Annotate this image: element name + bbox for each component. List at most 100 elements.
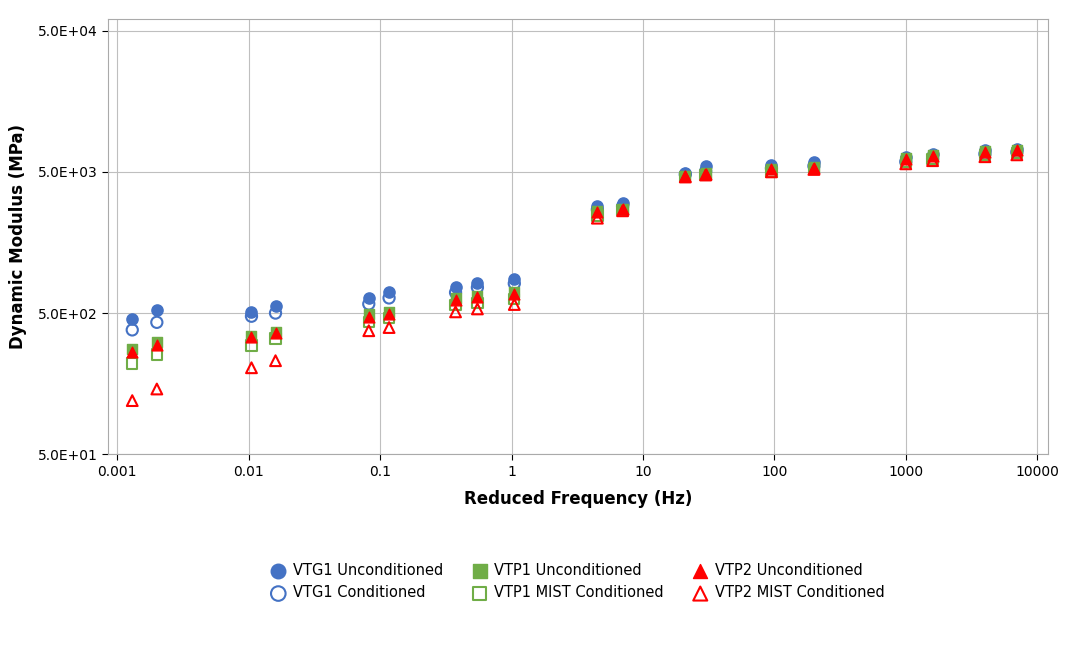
VTP1 MIST Conditioned: [762, 167, 780, 177]
VTP2 Unconditioned: [806, 162, 823, 173]
VTG1 Unconditioned: [380, 288, 397, 298]
VTG1 Unconditioned: [469, 278, 486, 289]
VTP1 MIST Conditioned: [148, 349, 165, 360]
Legend: VTG1 Unconditioned, VTG1 Conditioned, VTP1 Unconditioned, VTP1 MIST Conditioned,: VTG1 Unconditioned, VTG1 Conditioned, VT…: [266, 557, 890, 606]
VTP2 MIST Conditioned: [243, 363, 260, 373]
VTP2 MIST Conditioned: [897, 158, 915, 169]
VTP2 Unconditioned: [924, 151, 942, 161]
VTP1 MIST Conditioned: [380, 313, 397, 323]
VTG1 Unconditioned: [697, 161, 714, 171]
VTP2 Unconditioned: [897, 153, 915, 164]
VTP2 MIST Conditioned: [976, 151, 994, 162]
VTG1 Conditioned: [267, 308, 284, 318]
VTG1 Conditioned: [123, 324, 140, 335]
VTP2 Unconditioned: [123, 347, 140, 357]
VTP2 MIST Conditioned: [123, 395, 140, 406]
VTP1 MIST Conditioned: [447, 300, 464, 310]
VTP2 Unconditioned: [469, 292, 486, 302]
VTG1 Conditioned: [677, 169, 694, 180]
VTP2 Unconditioned: [589, 207, 606, 217]
VTG1 Unconditioned: [505, 274, 523, 284]
VTG1 Unconditioned: [589, 201, 606, 212]
VTP2 Unconditioned: [1009, 145, 1026, 156]
VTP1 Unconditioned: [469, 290, 486, 300]
VTP1 MIST Conditioned: [976, 150, 994, 160]
VTG1 Conditioned: [976, 149, 994, 159]
VTP1 Unconditioned: [897, 153, 915, 163]
VTP2 MIST Conditioned: [267, 356, 284, 366]
VTG1 Unconditioned: [613, 198, 631, 208]
VTP1 MIST Conditioned: [469, 298, 486, 308]
VTP2 Unconditioned: [677, 171, 694, 181]
VTP2 Unconditioned: [762, 164, 780, 175]
VTP2 MIST Conditioned: [447, 307, 464, 317]
VTP2 MIST Conditioned: [924, 156, 942, 166]
VTP1 Unconditioned: [589, 206, 606, 216]
VTP1 MIST Conditioned: [360, 317, 377, 328]
VTG1 Conditioned: [897, 156, 915, 167]
VTG1 Conditioned: [1009, 147, 1026, 157]
VTP1 Unconditioned: [123, 343, 140, 354]
VTP2 MIST Conditioned: [148, 384, 165, 394]
VTG1 Conditioned: [613, 201, 631, 212]
VTP2 MIST Conditioned: [613, 206, 631, 216]
VTP1 Unconditioned: [243, 330, 260, 341]
VTP1 MIST Conditioned: [1009, 148, 1026, 158]
VTP1 Unconditioned: [762, 164, 780, 174]
VTP2 Unconditioned: [447, 295, 464, 305]
VTP2 MIST Conditioned: [469, 304, 486, 314]
VTG1 Conditioned: [697, 166, 714, 177]
VTP2 Unconditioned: [243, 332, 260, 342]
VTG1 Unconditioned: [447, 282, 464, 293]
VTG1 Unconditioned: [806, 156, 823, 167]
VTP2 Unconditioned: [148, 340, 165, 350]
VTP1 Unconditioned: [1009, 144, 1026, 154]
VTP1 MIST Conditioned: [613, 204, 631, 215]
VTP1 MIST Conditioned: [897, 156, 915, 167]
VTP2 MIST Conditioned: [589, 213, 606, 223]
VTP1 Unconditioned: [447, 293, 464, 303]
X-axis label: Reduced Frequency (Hz): Reduced Frequency (Hz): [463, 490, 692, 508]
VTG1 Unconditioned: [360, 293, 377, 303]
VTG1 Conditioned: [924, 153, 942, 164]
VTP2 Unconditioned: [360, 312, 377, 322]
VTP1 MIST Conditioned: [505, 294, 523, 304]
VTG1 Conditioned: [243, 311, 260, 321]
VTG1 Unconditioned: [897, 151, 915, 162]
VTG1 Conditioned: [148, 317, 165, 328]
VTP1 MIST Conditioned: [806, 164, 823, 174]
VTG1 Unconditioned: [123, 313, 140, 324]
VTP2 Unconditioned: [697, 169, 714, 179]
VTP2 MIST Conditioned: [762, 167, 780, 177]
VTP1 Unconditioned: [613, 203, 631, 214]
VTP1 MIST Conditioned: [697, 170, 714, 180]
VTG1 Conditioned: [762, 163, 780, 173]
VTP2 Unconditioned: [505, 289, 523, 299]
VTP2 MIST Conditioned: [1009, 150, 1026, 160]
VTP2 Unconditioned: [976, 147, 994, 157]
VTP2 Unconditioned: [380, 309, 397, 319]
VTP1 Unconditioned: [148, 337, 165, 348]
VTP1 MIST Conditioned: [243, 340, 260, 350]
VTP1 Unconditioned: [806, 162, 823, 173]
VTG1 Conditioned: [589, 204, 606, 215]
VTG1 Conditioned: [360, 299, 377, 309]
VTP1 Unconditioned: [697, 168, 714, 178]
VTG1 Conditioned: [505, 278, 523, 289]
VTG1 Unconditioned: [267, 301, 284, 312]
VTP2 MIST Conditioned: [380, 323, 397, 333]
VTG1 Conditioned: [447, 288, 464, 298]
VTP1 Unconditioned: [267, 326, 284, 337]
VTP1 MIST Conditioned: [677, 172, 694, 182]
VTP1 Unconditioned: [360, 309, 377, 319]
VTP2 MIST Conditioned: [505, 299, 523, 310]
VTP1 MIST Conditioned: [589, 210, 606, 221]
VTG1 Unconditioned: [762, 160, 780, 170]
VTP1 MIST Conditioned: [123, 358, 140, 369]
VTP1 Unconditioned: [976, 146, 994, 156]
VTG1 Unconditioned: [677, 168, 694, 178]
VTP1 Unconditioned: [924, 150, 942, 160]
Y-axis label: Dynamic Modulus (MPa): Dynamic Modulus (MPa): [9, 125, 27, 349]
VTP1 Unconditioned: [677, 171, 694, 181]
VTG1 Conditioned: [469, 282, 486, 293]
